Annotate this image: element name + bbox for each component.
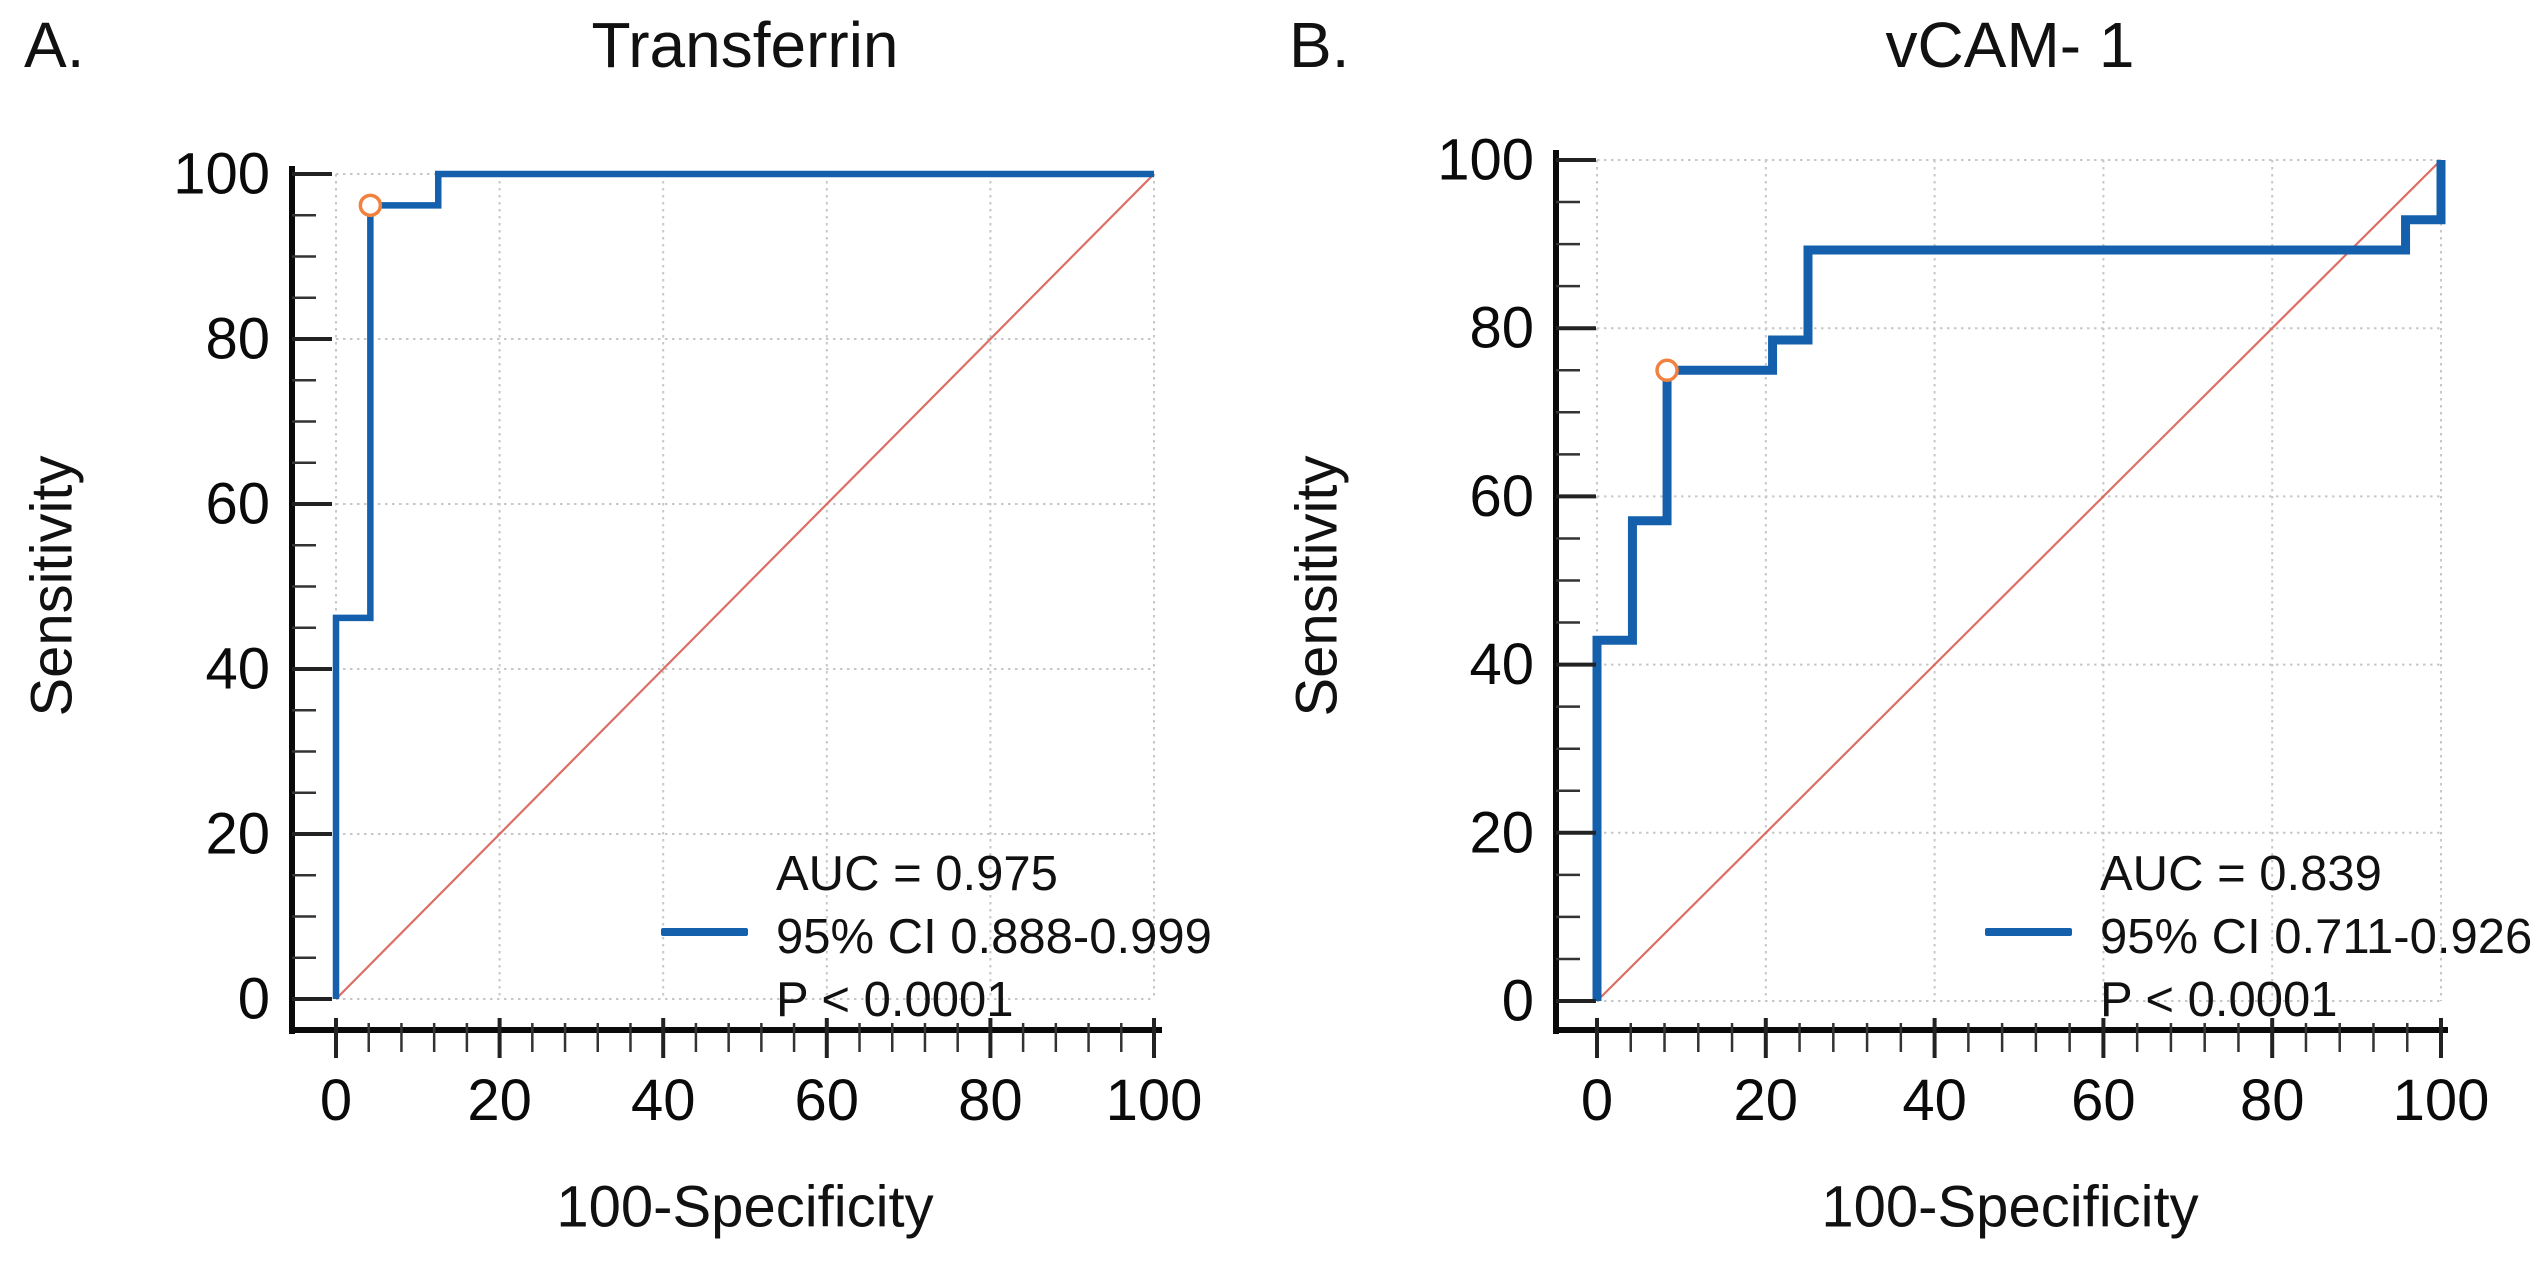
x-tick-label: 80 [2240,1068,2305,1133]
reference-diagonal [1596,159,2442,1002]
x-tick-label: 80 [958,1068,1023,1133]
panel-a-letter: A. [24,9,85,81]
y-axis-title-b: Sensitivity [1284,455,1350,717]
x-tick-label: 100 [2393,1068,2490,1133]
y-tick-label: 80 [1469,296,1534,361]
x-tick-label: 20 [467,1068,532,1133]
panel-a: 0 20 40 60 80 100 0 20 40 60 80 100 A. Transferrin … [0,0,1265,1277]
x-tick-label: 60 [2071,1068,2136,1133]
x-tick-label: 60 [795,1068,860,1133]
x-axis-title-a: 100-Specificity [556,1174,934,1240]
roc-plot-b: 0 20 40 60 80 100 0 20 40 60 80 100 [1437,128,2490,1134]
x-tick-label: 40 [631,1068,696,1133]
y-tick-label: 100 [173,142,270,207]
x-axis-title-b: 100-Specificity [1821,1174,2199,1240]
y-tick-label: 40 [1469,632,1534,697]
roc-curve-line [1592,160,2446,1001]
y-tick-label: 20 [1469,800,1534,865]
y-tick-label: 0 [1502,969,1534,1034]
x-tick-label: 0 [1581,1068,1613,1133]
y-tick-label: 80 [205,307,270,372]
y-tick-label: 20 [205,802,270,867]
panel-b: 0 20 40 60 80 100 0 20 40 60 80 100 B. vCAM- 1 Sens… [1265,0,2535,1277]
x-tick-label: 100 [1106,1068,1203,1133]
ci-value-b: 95% CI 0.711-0.926 [2100,910,2533,964]
x-tick-label: 0 [320,1068,352,1133]
ci-value-a: 95% CI 0.888-0.999 [776,910,1212,964]
roc-plot-a: 0 20 40 60 80 100 0 20 40 60 80 100 [173,142,1203,1134]
auc-value-b: AUC = 0.839 [2100,847,2382,901]
roc-line-swatch [1985,928,2072,936]
operating-point-marker [1655,358,1679,382]
panel-b-title: vCAM- 1 [1885,9,2135,81]
legend-b-text: AUC = 0.839 95% CI 0.711-0.926 P < 0.000… [2100,843,2532,1032]
y-tick-label: 60 [1469,464,1534,529]
p-value-a: P < 0.0001 [776,973,1014,1027]
x-tick-label: 40 [1902,1068,1967,1133]
y-tick-label: 0 [238,967,270,1032]
reference-diagonal [335,173,1155,1000]
auc-value-a: AUC = 0.975 [776,847,1058,901]
panel-b-letter: B. [1289,9,1350,81]
y-tick-label: 40 [205,637,270,702]
y-axis-title-a: Sensitivity [19,455,85,717]
operating-point-marker [358,193,383,218]
legend-a: AUC = 0.975 95% CI 0.888-0.999 P < 0.000… [661,843,1212,1032]
roc-line-swatch [661,928,748,936]
legend-b: AUC = 0.839 95% CI 0.711-0.926 P < 0.000… [1985,843,2532,1032]
p-value-b: P < 0.0001 [2100,973,2338,1027]
x-tick-label: 20 [1734,1068,1799,1133]
panel-a-title: Transferrin [591,9,899,81]
y-tick-label: 60 [205,472,270,537]
y-tick-label: 100 [1437,128,1534,193]
legend-a-text: AUC = 0.975 95% CI 0.888-0.999 P < 0.000… [776,843,1212,1032]
